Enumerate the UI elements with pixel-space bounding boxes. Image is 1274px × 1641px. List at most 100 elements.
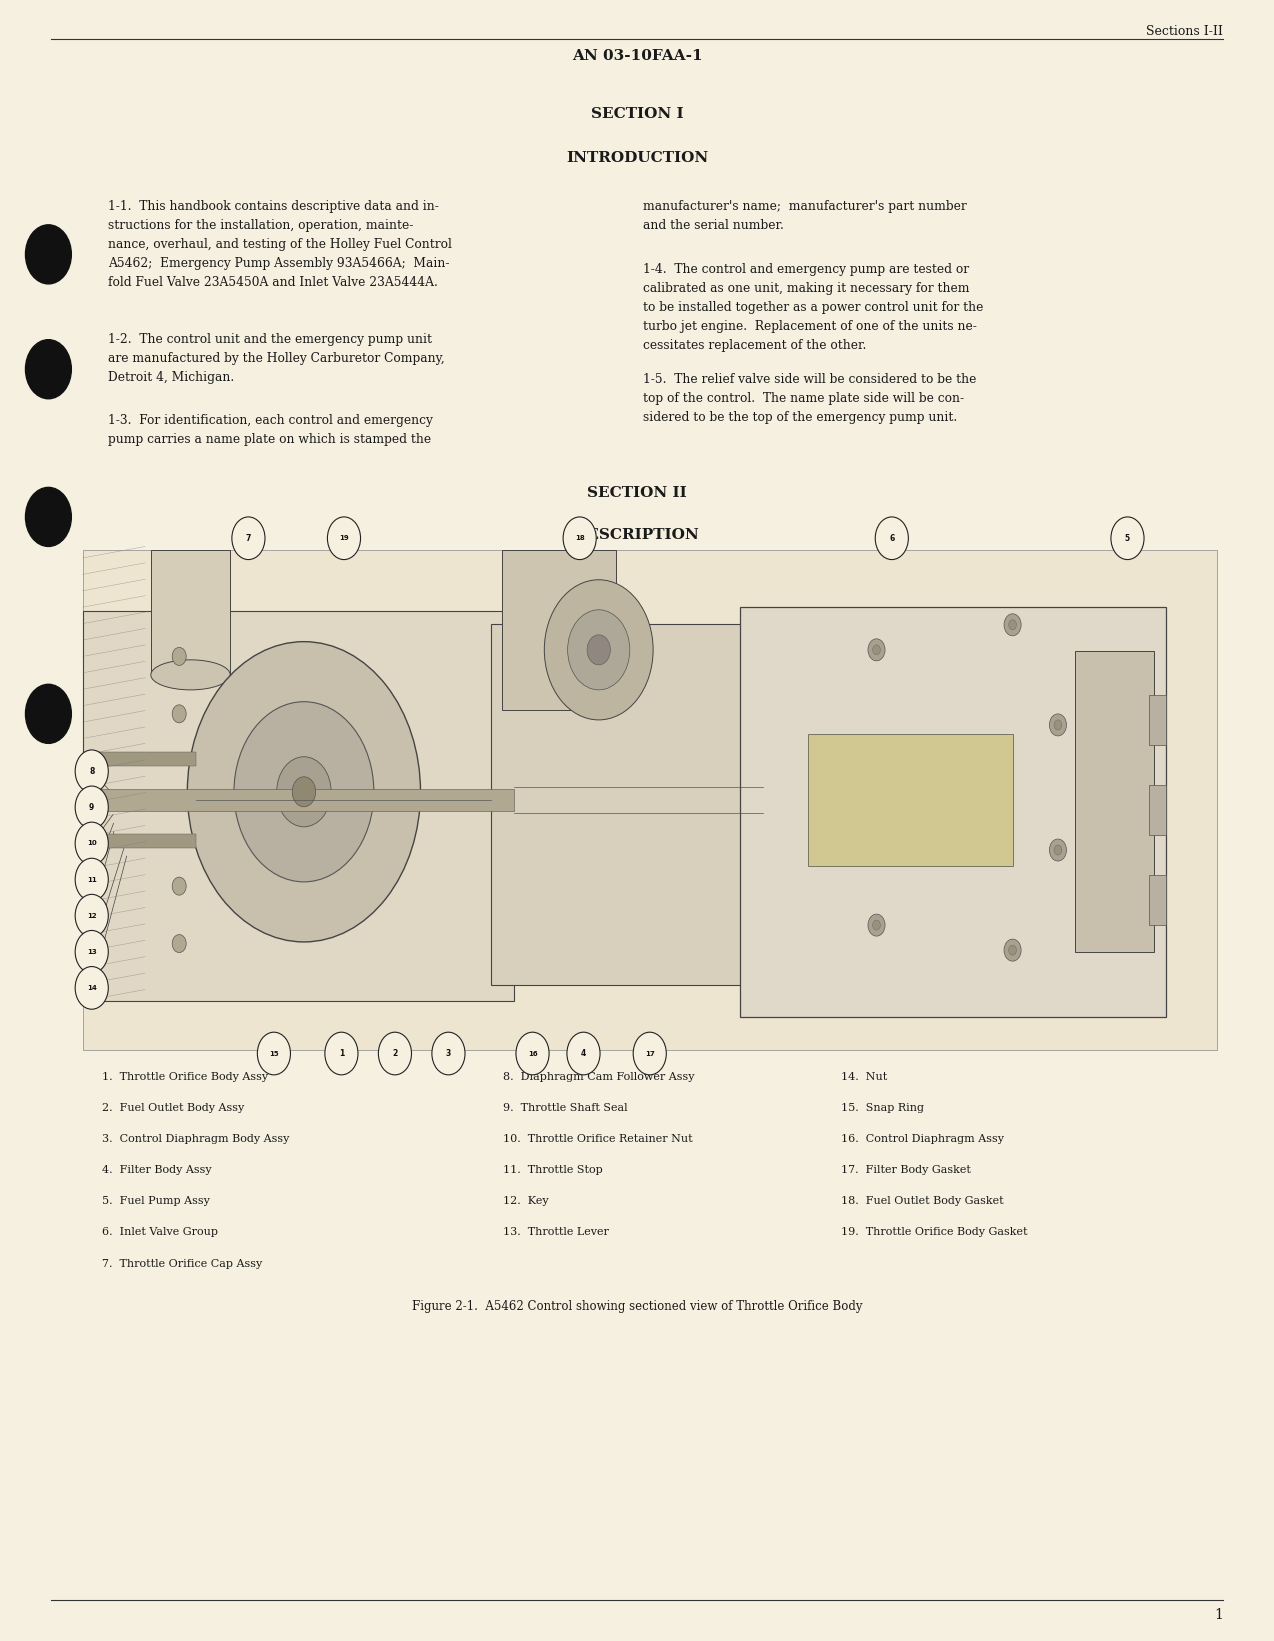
Text: 17: 17: [645, 1050, 655, 1057]
Bar: [83, 752, 196, 765]
Circle shape: [75, 858, 108, 901]
Circle shape: [1009, 620, 1017, 630]
Circle shape: [1111, 517, 1144, 560]
Text: 4: 4: [581, 1049, 586, 1058]
Text: 13: 13: [87, 948, 97, 955]
Bar: [83, 550, 1217, 1050]
Text: 1: 1: [1214, 1608, 1223, 1623]
Circle shape: [868, 638, 885, 661]
Text: 3.  Control Diaphragm Body Assy: 3. Control Diaphragm Body Assy: [102, 1134, 289, 1144]
Circle shape: [172, 706, 186, 722]
Text: manufacturer's name;  manufacturer's part number
and the serial number.: manufacturer's name; manufacturer's part…: [643, 200, 967, 233]
Circle shape: [172, 935, 186, 952]
Bar: [83, 788, 513, 811]
Circle shape: [1054, 845, 1061, 855]
Circle shape: [873, 645, 880, 655]
Text: 8.  Diaphragm Cam Follower Assy: 8. Diaphragm Cam Follower Assy: [503, 1072, 694, 1081]
Text: 15: 15: [269, 1050, 279, 1057]
Circle shape: [25, 340, 71, 399]
Circle shape: [234, 702, 373, 881]
Circle shape: [563, 517, 596, 560]
Circle shape: [232, 517, 265, 560]
Text: 3: 3: [446, 1049, 451, 1058]
Bar: [1149, 786, 1166, 835]
Text: AN 03-10FAA-1: AN 03-10FAA-1: [572, 49, 702, 64]
Text: INTRODUCTION: INTRODUCTION: [566, 151, 708, 166]
Text: 1-3.  For identification, each control and emergency
pump carries a name plate o: 1-3. For identification, each control an…: [108, 414, 433, 446]
Text: 9: 9: [89, 802, 94, 812]
Text: 1.  Throttle Orifice Body Assy: 1. Throttle Orifice Body Assy: [102, 1072, 268, 1081]
Circle shape: [1054, 720, 1061, 730]
Circle shape: [1050, 714, 1066, 735]
Text: 5: 5: [1125, 533, 1130, 543]
Circle shape: [172, 648, 186, 665]
Circle shape: [544, 579, 654, 720]
Bar: [740, 607, 1166, 1017]
Bar: [1149, 875, 1166, 924]
Bar: [1075, 651, 1154, 952]
Circle shape: [1050, 839, 1066, 862]
Circle shape: [75, 822, 108, 865]
Text: 9.  Throttle Shaft Seal: 9. Throttle Shaft Seal: [503, 1103, 628, 1113]
Bar: [490, 624, 763, 985]
Bar: [809, 735, 1013, 866]
Text: 12.  Key: 12. Key: [503, 1196, 549, 1206]
Circle shape: [378, 1032, 412, 1075]
Text: 7.  Throttle Orifice Cap Assy: 7. Throttle Orifice Cap Assy: [102, 1259, 262, 1268]
Circle shape: [1004, 939, 1022, 962]
Circle shape: [568, 610, 629, 689]
Bar: [83, 834, 196, 848]
Text: 19: 19: [339, 535, 349, 542]
Circle shape: [172, 878, 186, 894]
Text: 16.  Control Diaphragm Assy: 16. Control Diaphragm Assy: [841, 1134, 1004, 1144]
Text: SECTION I: SECTION I: [591, 107, 683, 121]
Text: 1-4.  The control and emergency pump are tested or
calibrated as one unit, makin: 1-4. The control and emergency pump are …: [643, 263, 984, 351]
Text: 18: 18: [575, 535, 585, 542]
Text: 16: 16: [527, 1050, 538, 1057]
Circle shape: [75, 967, 108, 1009]
Circle shape: [257, 1032, 290, 1075]
Text: 14: 14: [87, 985, 97, 991]
Bar: [502, 550, 615, 711]
Circle shape: [633, 1032, 666, 1075]
Circle shape: [1004, 614, 1022, 635]
Circle shape: [875, 517, 908, 560]
Text: 6.  Inlet Valve Group: 6. Inlet Valve Group: [102, 1227, 218, 1237]
Text: 19.  Throttle Orifice Body Gasket: 19. Throttle Orifice Body Gasket: [841, 1227, 1027, 1237]
Ellipse shape: [150, 660, 231, 689]
Circle shape: [292, 776, 316, 807]
Text: 8: 8: [89, 766, 94, 776]
Text: Sections I-II: Sections I-II: [1147, 25, 1223, 38]
Circle shape: [868, 914, 885, 935]
Text: SECTION II: SECTION II: [587, 486, 687, 501]
Text: 11.  Throttle Stop: 11. Throttle Stop: [503, 1165, 603, 1175]
Text: 12: 12: [87, 912, 97, 919]
Text: DESCRIPTION: DESCRIPTION: [575, 528, 699, 543]
Circle shape: [587, 635, 610, 665]
Circle shape: [75, 750, 108, 793]
Text: 11: 11: [87, 876, 97, 883]
Text: 7: 7: [246, 533, 251, 543]
Circle shape: [516, 1032, 549, 1075]
Text: 6: 6: [889, 533, 894, 543]
Text: 15.  Snap Ring: 15. Snap Ring: [841, 1103, 924, 1113]
Text: 17.  Filter Body Gasket: 17. Filter Body Gasket: [841, 1165, 971, 1175]
Bar: [1149, 696, 1166, 745]
Circle shape: [187, 642, 420, 942]
Circle shape: [75, 894, 108, 937]
Circle shape: [25, 225, 71, 284]
Text: 1: 1: [339, 1049, 344, 1058]
Bar: [150, 550, 231, 674]
Circle shape: [325, 1032, 358, 1075]
Text: 10.  Throttle Orifice Retainer Nut: 10. Throttle Orifice Retainer Nut: [503, 1134, 693, 1144]
Text: 1-2.  The control unit and the emergency pump unit
are manufactured by the Holle: 1-2. The control unit and the emergency …: [108, 333, 445, 384]
Text: 14.  Nut: 14. Nut: [841, 1072, 887, 1081]
Text: 13.  Throttle Lever: 13. Throttle Lever: [503, 1227, 609, 1237]
Text: 10: 10: [87, 840, 97, 847]
Circle shape: [75, 930, 108, 973]
Text: 4.  Filter Body Assy: 4. Filter Body Assy: [102, 1165, 211, 1175]
Circle shape: [432, 1032, 465, 1075]
Circle shape: [873, 921, 880, 930]
Text: 2.  Fuel Outlet Body Assy: 2. Fuel Outlet Body Assy: [102, 1103, 245, 1113]
Circle shape: [25, 684, 71, 743]
